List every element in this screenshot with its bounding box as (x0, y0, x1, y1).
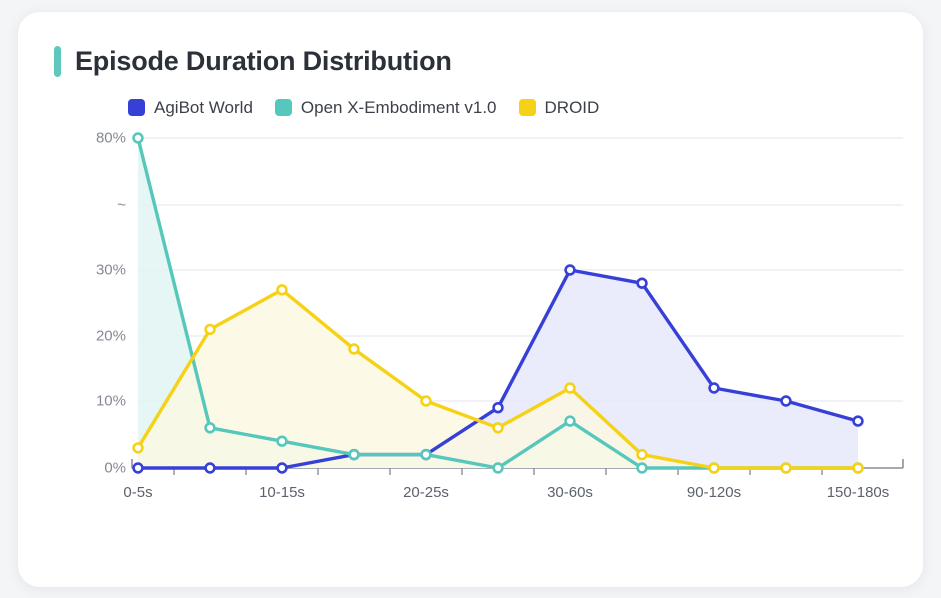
chart-plot-area: 0% 10% 20% 30% ~80% 0-5s 10-15s 20-25s 30-60s 90… (18, 118, 923, 538)
card-header: Episode Duration Distribution (18, 12, 923, 77)
legend-label: DROID (544, 97, 600, 117)
x-axis-tick-label: 90-120s (686, 483, 742, 501)
x-axis-tick-label: 10-15s (259, 483, 305, 501)
y-axis-tick-label: 30% (95, 261, 126, 278)
x-axis-tick-label: 20-25s (403, 483, 449, 501)
accent-bar-icon (54, 45, 61, 77)
chart-legend: AgiBot World Open X-Embodiment v1.0 DROI… (18, 77, 923, 118)
legend-swatch-icon (128, 99, 145, 116)
x-axis-labels: 0-5s 10-15s 20-25s 30-60s 90-120s 150-180s (18, 118, 923, 538)
y-axis-labels: 0% 10% 20% 30% ~80% (18, 118, 126, 538)
legend-item-droid[interactable]: DROID (518, 97, 600, 118)
y-axis-tick-label: 0% (104, 459, 126, 476)
legend-label: Open X-Embodiment v1.0 (300, 97, 497, 117)
x-axis-tick-label: 150-180s (826, 483, 890, 501)
y-axis-tick-label: 20% (95, 327, 126, 344)
y-axis-tick-label: 10% (95, 392, 126, 409)
page-title: Episode Duration Distribution (75, 45, 452, 76)
legend-item-agibot-world[interactable]: AgiBot World (128, 98, 253, 118)
y-axis-tick-label: 80% (95, 129, 126, 146)
legend-swatch-icon (518, 99, 536, 116)
chart-card: Episode Duration Distribution AgiBot Wor… (18, 11, 923, 587)
x-axis-tick-label: 30-60s (547, 483, 593, 501)
legend-swatch-icon (274, 99, 292, 116)
legend-item-open-x-embodiment[interactable]: Open X-Embodiment v1.0 (274, 97, 497, 118)
y-axis-tick-label: ~ (117, 196, 126, 213)
legend-label: AgiBot World (154, 97, 253, 117)
line-chart-svg (131, 131, 904, 475)
x-axis-tick-label: 0-5s (123, 483, 153, 501)
